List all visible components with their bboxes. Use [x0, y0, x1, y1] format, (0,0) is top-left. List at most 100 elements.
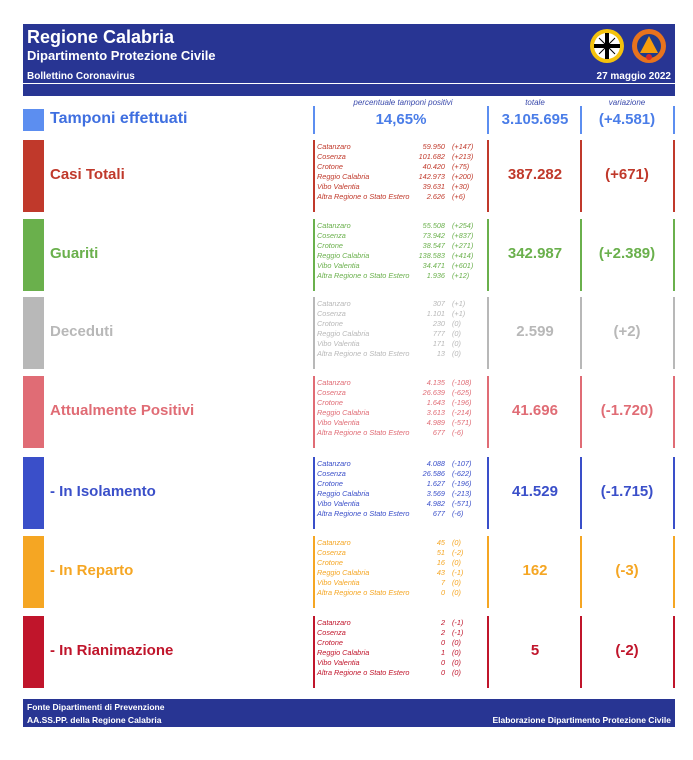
province-row: Reggio Calabria 43 (-1): [317, 568, 489, 578]
section-separator: [487, 536, 489, 608]
province-name: Cosenza: [317, 231, 346, 240]
section-label: Casi Totali: [50, 166, 125, 183]
province-value: 2.626: [426, 192, 445, 201]
province-row: Altra Regione o Stato Estero 0 (0): [317, 588, 489, 598]
section-color-marker: [23, 140, 44, 212]
province-name: Reggio Calabria: [317, 408, 370, 417]
province-delta: (0): [452, 588, 461, 597]
footer: Fonte Dipartimenti di Prevenzione AA.SS.…: [23, 699, 675, 727]
section-separator: [673, 376, 675, 448]
province-value: 55.508: [422, 221, 445, 230]
section-separator: [487, 297, 489, 369]
logos: [589, 28, 667, 64]
province-name: Cosenza: [317, 388, 346, 397]
section-separator: [580, 297, 582, 369]
province-delta: (0): [452, 319, 461, 328]
province-delta: (-571): [452, 499, 472, 508]
province-value: 677: [432, 428, 445, 437]
section-total: 5: [530, 642, 540, 659]
province-delta: (-107): [452, 459, 472, 468]
province-row: Reggio Calabria 138.583 (+414): [317, 251, 489, 261]
province-name: Vibo Valentia: [317, 339, 360, 348]
province-name: Catanzaro: [317, 221, 351, 230]
section-separator: [580, 376, 582, 448]
tamponi-row: Tamponi effettuati 14,65% 3.105.695 (+4.…: [23, 106, 675, 134]
province-name: Catanzaro: [317, 299, 351, 308]
section-label: Guariti: [50, 245, 99, 262]
section-separator: [673, 297, 675, 369]
department-subtitle: Dipartimento Protezione Civile: [27, 48, 216, 63]
province-name: Cosenza: [317, 469, 346, 478]
province-name: Altra Regione o Stato Estero: [317, 192, 410, 201]
province-delta: (+254): [452, 221, 474, 230]
province-row: Cosenza 73.942 (+837): [317, 231, 489, 241]
section-variation: (-1.715): [600, 483, 654, 500]
province-name: Catanzaro: [317, 142, 351, 151]
province-row: Cosenza 101.682 (+213): [317, 152, 489, 162]
province-value: 307: [432, 299, 445, 308]
province-list: Catanzaro 55.508 (+254) Cosenza 73.942 (+837)…: [317, 221, 489, 281]
province-name: Reggio Calabria: [317, 251, 370, 260]
province-value: 7: [440, 578, 445, 587]
province-name: Reggio Calabria: [317, 329, 370, 338]
pct-column-header: percentuale tamponi positivi: [353, 98, 453, 107]
province-value: 59.950: [422, 142, 445, 151]
province-row: Altra Regione o Stato Estero 677 (-6): [317, 428, 489, 438]
province-name: Crotone: [317, 638, 343, 647]
province-name: Crotone: [317, 558, 343, 567]
tamponi-pct: 14,65%: [375, 111, 427, 128]
province-name: Catanzaro: [317, 378, 351, 387]
province-name: Altra Regione o Stato Estero: [317, 428, 410, 437]
province-row: Cosenza 51 (-2): [317, 548, 489, 558]
tamponi-separator: [487, 106, 489, 134]
province-name: Crotone: [317, 479, 343, 488]
province-name: Reggio Calabria: [317, 568, 370, 577]
section-total: 387.282: [507, 166, 563, 183]
section-label: - In Reparto: [50, 562, 134, 579]
province-value: 4.135: [426, 378, 445, 387]
province-delta: (0): [452, 339, 461, 348]
section-color-marker: [23, 297, 44, 369]
province-name: Vibo Valentia: [317, 261, 360, 270]
province-delta: (+30): [452, 182, 470, 191]
region-title: Regione Calabria: [27, 27, 175, 47]
province-delta: (+601): [452, 261, 474, 270]
province-delta: (0): [452, 668, 461, 677]
province-delta: (+12): [452, 271, 470, 280]
province-name: Crotone: [317, 319, 343, 328]
province-delta: (-6): [452, 509, 464, 518]
province-row: Catanzaro 59.950 (+147): [317, 142, 489, 152]
province-delta: (+75): [452, 162, 470, 171]
province-delta: (-1): [452, 568, 464, 577]
section-variation: (+2.389): [598, 245, 656, 262]
section-total: 2.599: [516, 323, 554, 340]
province-value: 13: [436, 349, 445, 358]
province-row: Crotone 16 (0): [317, 558, 489, 568]
province-delta: (0): [452, 349, 461, 358]
province-name: Crotone: [317, 162, 343, 171]
province-row: Crotone 0 (0): [317, 638, 489, 648]
province-row: Catanzaro 45 (0): [317, 538, 489, 548]
section-separator: [580, 616, 582, 688]
section-variation: (-1.720): [600, 402, 654, 419]
section-total: 41.696: [512, 402, 558, 419]
province-row: Crotone 1.627 (-196): [317, 479, 489, 489]
province-row: Crotone 38.547 (+271): [317, 241, 489, 251]
province-list: Catanzaro 4.135 (-108) Cosenza 26.639 (-625) C…: [317, 378, 489, 438]
civil-protection-logo-icon: [632, 29, 666, 63]
section-separator: [313, 140, 315, 212]
province-row: Reggio Calabria 777 (0): [317, 329, 489, 339]
section-label: Attualmente Positivi: [50, 402, 195, 419]
province-name: Altra Regione o Stato Estero: [317, 349, 410, 358]
header-stripe: [23, 84, 675, 96]
province-row: Crotone 230 (0): [317, 319, 489, 329]
section-total: 342.987: [507, 245, 563, 262]
province-list: Catanzaro 45 (0) Cosenza 51 (-2) Crotone 16 (0) R…: [317, 538, 489, 598]
section-separator: [313, 616, 315, 688]
province-row: Crotone 40.420 (+75): [317, 162, 489, 172]
section-separator: [487, 616, 489, 688]
province-delta: (0): [452, 648, 461, 657]
province-list: Catanzaro 59.950 (+147) Cosenza 101.682 (+213…: [317, 142, 489, 202]
section-variation: (+2): [613, 323, 641, 340]
section-separator: [487, 376, 489, 448]
